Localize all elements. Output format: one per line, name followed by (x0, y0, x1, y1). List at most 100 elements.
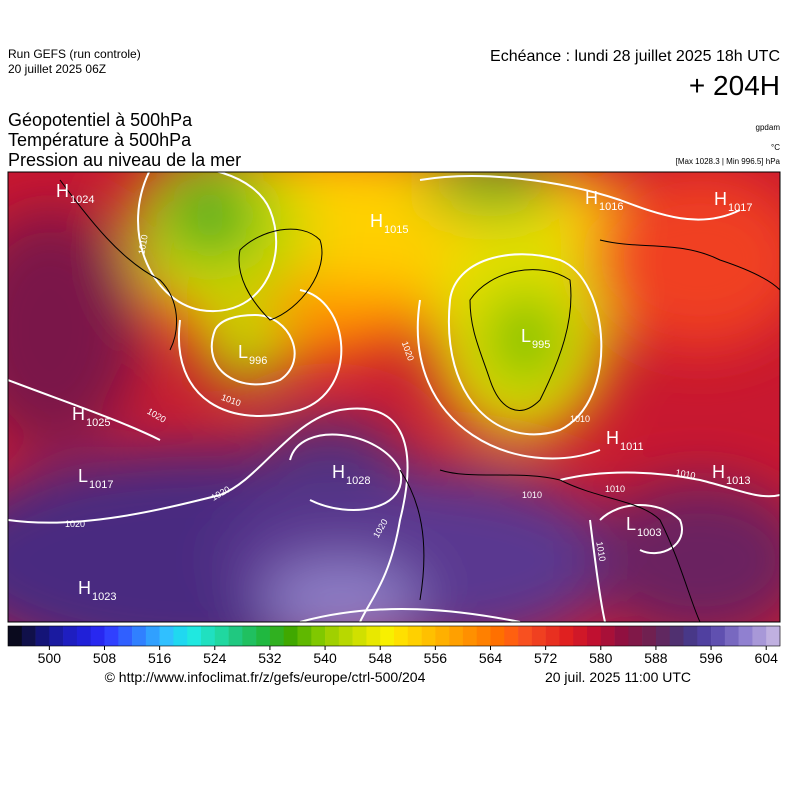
colorbar-tick-label: 508 (93, 650, 117, 666)
field: Pression au niveau de la mer (8, 150, 241, 170)
colorbar-swatch (325, 626, 340, 646)
colorbar-swatch (504, 626, 519, 646)
colorbar-swatch (573, 626, 588, 646)
colorbar-tick-label: 516 (148, 650, 172, 666)
isobar-label: 1010 (594, 541, 607, 562)
colorbar-swatch (421, 626, 436, 646)
colorbar-tick-label: 604 (755, 650, 779, 666)
colorbar-swatch (256, 626, 271, 646)
colorbar-swatch (283, 626, 298, 646)
colorbar-swatch (545, 626, 560, 646)
colorbar-swatch (614, 626, 629, 646)
colorbar-tick-label: 524 (203, 650, 227, 666)
colorbar-swatch (435, 626, 450, 646)
colorbar-swatch (173, 626, 188, 646)
colorbar-swatch (145, 626, 160, 646)
colorbar-swatch (628, 626, 643, 646)
colorbar-tick-label: 580 (589, 650, 613, 666)
isobar-label: 1010 (570, 414, 590, 424)
source-url: © http://www.infoclimat.fr/z/gefs/europe… (105, 669, 426, 685)
isobar-label: 1010 (605, 484, 625, 494)
colorbar-swatch (104, 626, 119, 646)
center-type: L (238, 342, 248, 362)
colorbar-frame (7, 625, 781, 647)
colorbar-swatch (766, 626, 781, 646)
run-date: 20 juillet 2025 06Z (8, 62, 106, 76)
unit: gpdam (756, 123, 781, 132)
colorbar-tick-label: 540 (313, 650, 337, 666)
colorbar: 500 508 516 524 532 540 548 556 564 572 580 588 596 6… (7, 625, 781, 666)
colorbar-swatch (738, 626, 753, 646)
colorbar-swatch (90, 626, 105, 646)
center-value: 995 (532, 339, 550, 351)
colorbar-swatch (559, 626, 574, 646)
isobar-label: 1010 (522, 490, 542, 500)
center-value: 1024 (70, 194, 94, 206)
isobar-label: 1020 (65, 519, 85, 529)
colorbar-swatch (518, 626, 533, 646)
colorbar-swatch (187, 626, 202, 646)
colorbar-swatch (201, 626, 216, 646)
colorbar-swatch (697, 626, 712, 646)
colorbar-tick-label: 572 (534, 650, 558, 666)
colorbar-tick-label: 548 (369, 650, 393, 666)
center-type: H (78, 578, 91, 598)
colorbar-swatch (35, 626, 50, 646)
center-type: L (78, 466, 88, 486)
colorbar-swatch (366, 626, 381, 646)
coastlines (59, 179, 780, 622)
colorbar-swatch (242, 626, 257, 646)
field: Température à 500hPa (8, 130, 192, 150)
colorbar-swatch (228, 626, 243, 646)
center-value: 996 (249, 355, 267, 367)
center-value: 1025 (86, 417, 110, 429)
colorbar-swatch (269, 626, 285, 646)
colorbar-tick-label: 500 (38, 650, 62, 666)
colorbar-swatch (49, 626, 64, 646)
colorbar-swatch (380, 626, 395, 646)
isobar-label: 1010 (136, 234, 149, 255)
colorbar-swatch (711, 626, 726, 646)
colorbar-swatch (63, 626, 78, 646)
generated-time: 20 juil. 2025 11:00 UTC (545, 669, 691, 685)
valid-time: Echéance : lundi 28 juillet 2025 18h UTC (490, 48, 780, 65)
colorbar-swatch (214, 626, 229, 646)
center-value: 1003 (637, 527, 661, 539)
center-type: L (626, 514, 636, 534)
center-value: 1017 (89, 479, 113, 491)
colorbar-swatch (655, 626, 671, 646)
center-value: 1015 (384, 224, 408, 236)
colorbar-swatch (118, 626, 133, 646)
colorbar-swatch (642, 626, 657, 646)
center-type: H (370, 211, 383, 231)
unit: °C (771, 143, 780, 152)
colorbar-swatch (669, 626, 684, 646)
colorbar-swatch (8, 626, 23, 646)
colorbar-swatch (132, 626, 147, 646)
colorbar-tick-label: 596 (699, 650, 723, 666)
run: Run GEFS (run controle) (8, 47, 141, 61)
colorbar-tick-label: 532 (258, 650, 282, 666)
center-type: H (585, 188, 598, 208)
center-value: 1013 (726, 475, 750, 487)
center-value: 1016 (599, 201, 623, 213)
lead-time: + 204H (689, 70, 780, 101)
center-type: H (714, 189, 727, 209)
colorbar-tick-label: 588 (644, 650, 668, 666)
colorbar-swatch (394, 626, 409, 646)
colorbar-swatch (407, 626, 422, 646)
colorbar-swatch (159, 626, 174, 646)
colorbar-swatch (352, 626, 367, 646)
field-shading (8, 172, 780, 622)
colorbar-swatch (683, 626, 698, 646)
colorbar-swatch (752, 626, 767, 646)
colorbar-swatch (600, 626, 615, 646)
center-type: H (72, 404, 85, 424)
center-type: H (332, 462, 345, 482)
colorbar-swatch (338, 626, 353, 646)
colorbar-swatch (462, 626, 478, 646)
colorbar-swatch (76, 626, 92, 646)
